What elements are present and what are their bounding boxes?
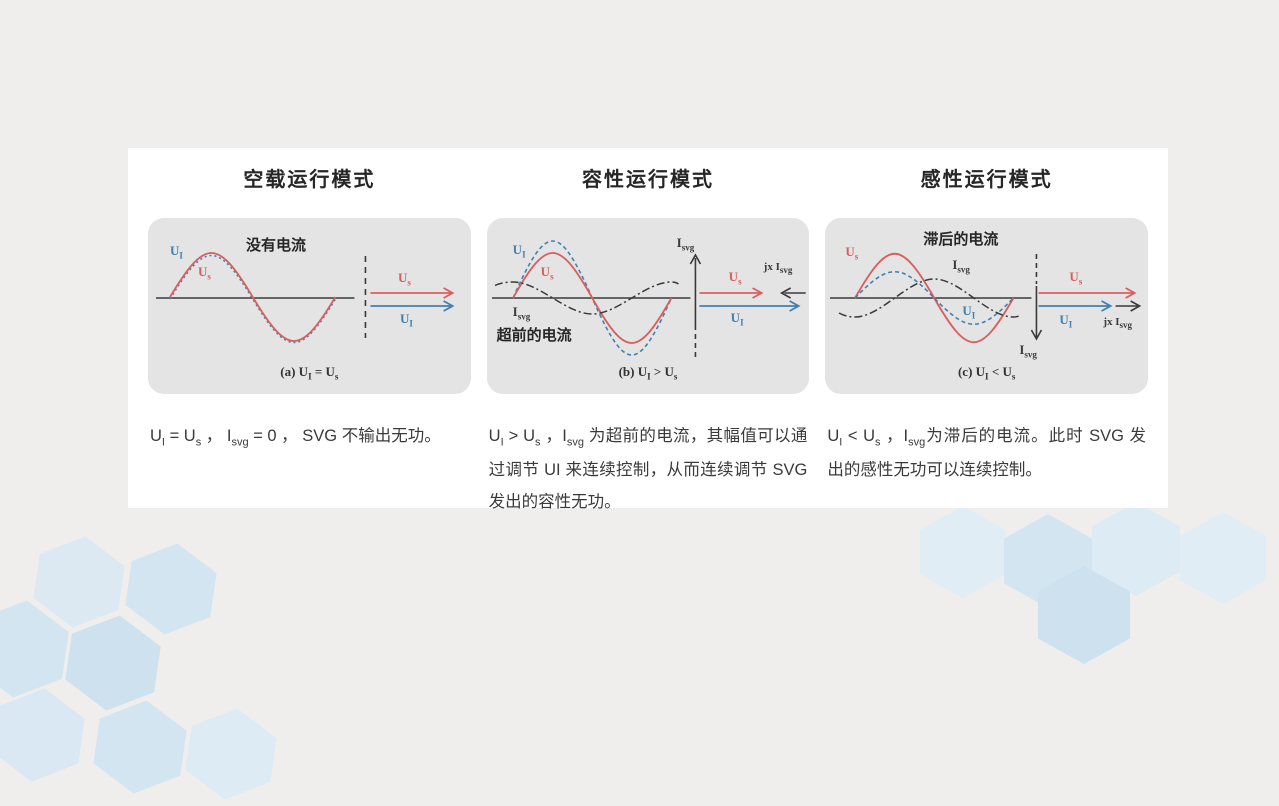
us-wave-label: Us — [540, 264, 554, 282]
phasor-us-arrow — [1038, 287, 1137, 299]
no-load-diagram — [156, 252, 455, 344]
diagram-caption: (a) UI = Us — [280, 364, 339, 382]
isvg-curve — [839, 278, 1022, 318]
phasor-us-label: Us — [398, 270, 411, 288]
hexagon-decoration — [90, 694, 190, 799]
diagram-caption: (c) UI < Us — [957, 364, 1016, 382]
section-no-load: 空载运行模式 UI Us 没有电流 Us UI (a) UI = Us UI =… — [148, 148, 471, 508]
section-title: 容性运行模式 — [582, 169, 714, 191]
phasor-isvg-label: Isvg — [676, 235, 695, 253]
phasor-isvg-label: Isvg — [1019, 342, 1037, 360]
diagram-panel: UI Us Isvg 超前的电流 Isvg Us jx Isvg UI (b) … — [486, 218, 810, 394]
capacitive-diagram — [491, 240, 806, 358]
hexagon-decoration — [1180, 512, 1266, 604]
us-curve — [169, 252, 337, 342]
content-card: 空载运行模式 UI Us 没有电流 Us UI (a) UI = Us UI =… — [128, 148, 1168, 511]
section-capacitive: 容性运行模式 UI Us Isvg 超前的电流 Isvg Us jx Isvg … — [486, 148, 810, 511]
ui-wave-label: UI — [170, 243, 183, 261]
section-description: UI = Us ， Isvg = 0 ， SVG 不输出无功。 — [150, 427, 441, 449]
us-wave-label: Us — [845, 244, 859, 262]
section-title: 空载运行模式 — [243, 169, 376, 191]
phasor-ui-label: UI — [400, 311, 413, 329]
ui-curve — [169, 254, 337, 344]
us-wave-label: Us — [198, 264, 211, 282]
inductive-diagram — [830, 253, 1142, 343]
slide-background: { "theme": { "page_bg": "#efeeec", "card… — [0, 148, 1266, 720]
hexagon-decoration — [122, 537, 220, 640]
lagging-current-note: 滞后的电流 — [923, 231, 999, 248]
us-curve — [511, 252, 672, 344]
us-curve — [854, 253, 1015, 343]
phasor-ui-arrow — [699, 300, 801, 312]
hexagon-decoration — [0, 682, 88, 787]
leading-current-note: 超前的电流 — [496, 327, 572, 344]
phasor-ui-arrow — [1038, 300, 1113, 312]
jx-isvg-arrow — [1115, 300, 1142, 312]
diagram-panel: Us 滞后的电流 Isvg UI Us UI jx Isvg Isvg (c) … — [825, 218, 1149, 394]
ui-wave-label: UI — [962, 303, 976, 321]
jx-isvg-label: jx Isvg — [1103, 316, 1133, 331]
isvg-axis-arrow — [1031, 286, 1043, 341]
jx-isvg-label: jx Isvg — [763, 261, 793, 276]
phasor-ui-label: UI — [730, 310, 744, 328]
jx-isvg-arrow — [779, 287, 806, 299]
phasor-us-arrow — [370, 287, 455, 299]
isvg-axis-arrow — [689, 253, 701, 330]
no-current-note: 没有电流 — [246, 237, 307, 254]
phasor-us-arrow — [699, 287, 764, 299]
section-inductive: 感性运行模式 Us 滞后的电流 Isvg UI Us UI jx Isvg Is… — [825, 148, 1149, 508]
hexagon-decoration — [920, 506, 1006, 598]
phasor-ui-label: UI — [1059, 312, 1073, 330]
phasor-us-label: Us — [728, 269, 742, 287]
ui-wave-label: UI — [512, 242, 526, 260]
section-description: UI > Us ，Isvg 为超前的电流，其幅值可以通过调节 UI 来连续控制，… — [488, 427, 808, 511]
section-description: UI < Us ，Isvg为滞后的电流。此时 SVG 发出的感性无功可以连续控制… — [827, 427, 1147, 479]
section-title: 感性运行模式 — [920, 169, 1053, 191]
hexagon-decoration — [182, 702, 280, 805]
isvg-wave-label: Isvg — [952, 257, 970, 275]
phasor-ui-arrow — [370, 300, 455, 312]
isvg-wave-label: Isvg — [512, 304, 531, 322]
isvg-curve — [494, 281, 679, 315]
phasor-us-label: Us — [1069, 269, 1083, 287]
diagram-panel: UI Us 没有电流 Us UI (a) UI = Us — [148, 218, 471, 394]
diagram-caption: (b) UI > Us — [618, 364, 678, 382]
